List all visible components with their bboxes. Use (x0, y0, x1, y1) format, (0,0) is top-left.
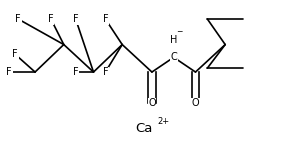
Text: F: F (12, 49, 18, 59)
Text: C: C (170, 52, 177, 62)
Text: O: O (148, 98, 156, 108)
Text: F: F (7, 67, 12, 77)
Text: 2+: 2+ (158, 117, 170, 126)
Text: F: F (16, 14, 21, 24)
Text: Ca: Ca (135, 122, 153, 135)
Text: F: F (48, 14, 54, 24)
Text: H: H (170, 35, 177, 45)
Text: F: F (103, 67, 108, 77)
Text: O: O (192, 98, 199, 108)
Text: F: F (103, 14, 108, 24)
Text: −: − (177, 27, 183, 36)
Text: F: F (73, 67, 78, 77)
Text: F: F (73, 14, 78, 24)
